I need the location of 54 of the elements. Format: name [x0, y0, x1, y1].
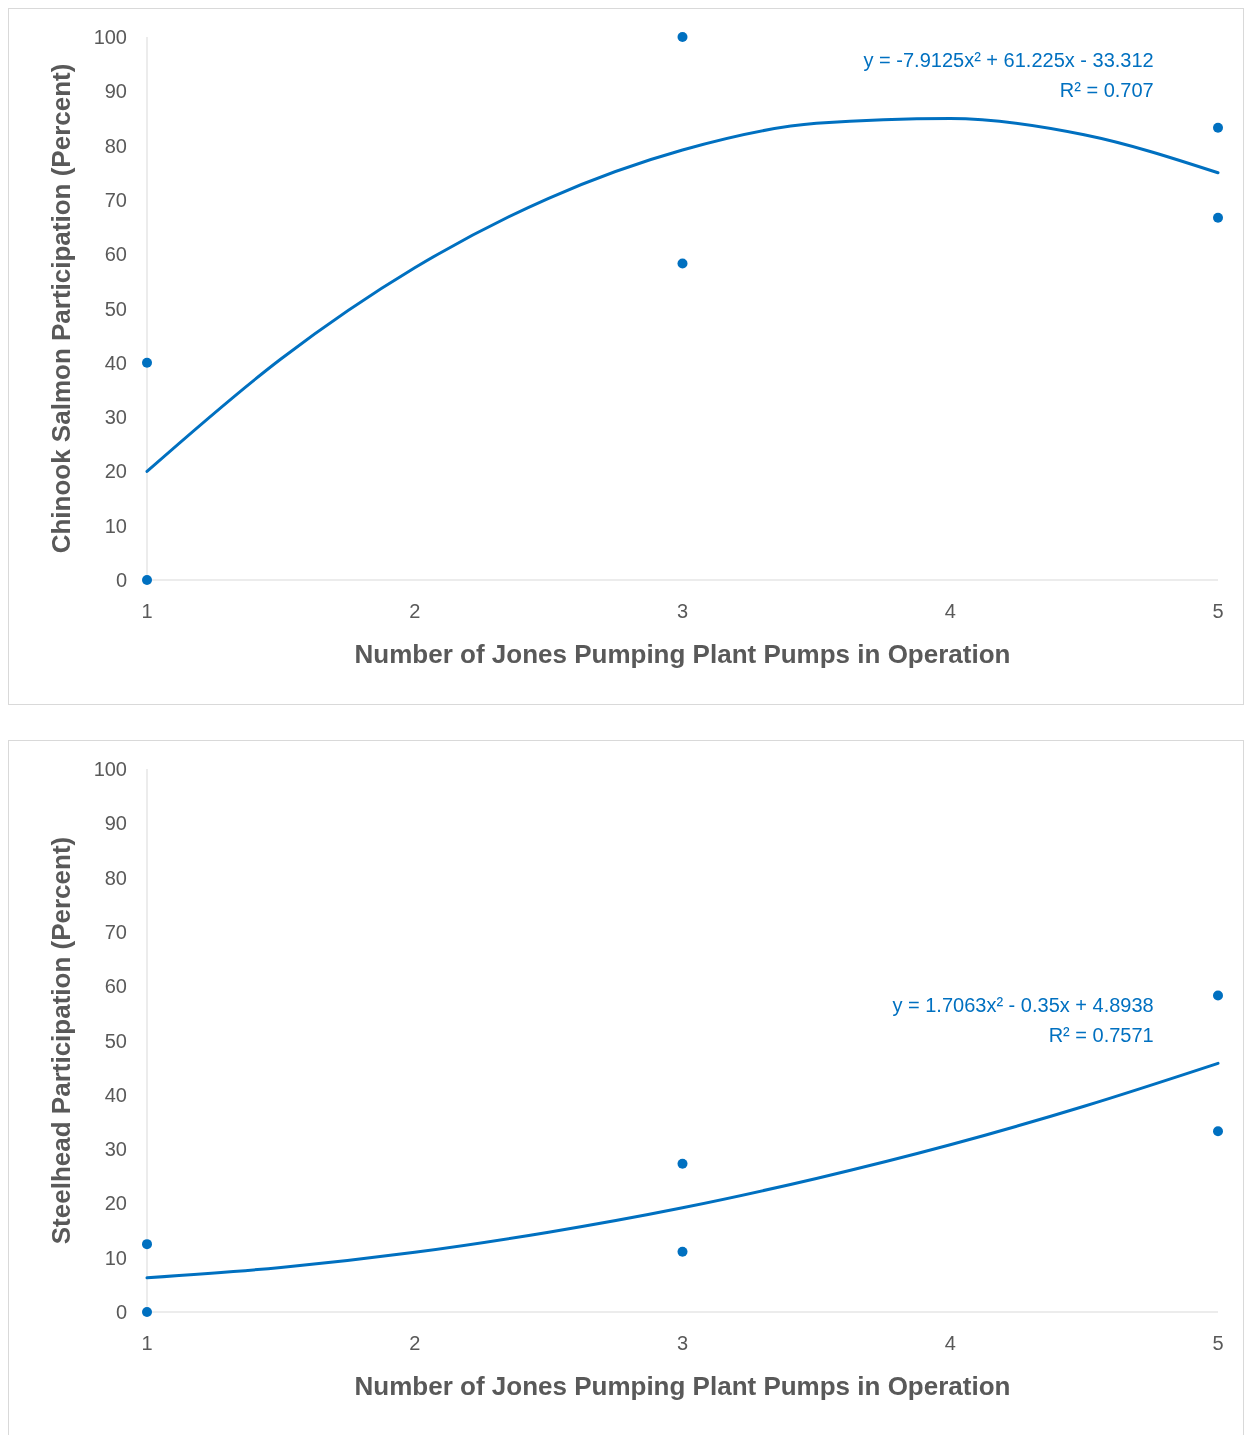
y-tick-label: 60 [104, 243, 127, 266]
point [677, 258, 688, 269]
x-tick-label: 5 [1212, 600, 1224, 622]
y-tick-label: 0 [115, 1301, 127, 1323]
y-tick-label: 20 [104, 460, 127, 483]
y-tick-label: 50 [104, 1029, 127, 1052]
point [1213, 990, 1223, 1001]
point [1213, 1126, 1223, 1137]
y-tick-label: 50 [104, 297, 127, 320]
x-tick-label: 3 [676, 1332, 689, 1354]
point [142, 575, 152, 585]
y-tick-label: 10 [104, 1246, 127, 1269]
x-tick-label: 4 [944, 600, 956, 622]
line-series [145, 1061, 1220, 1280]
y-tick-label: 30 [104, 406, 127, 429]
x-tick-label: 3 [676, 600, 689, 622]
y-axis-title: Steelhead Participation (Percent) [46, 836, 76, 1245]
y-tick-label: 100 [93, 26, 127, 48]
y-tick-label: 30 [104, 1138, 127, 1161]
point [142, 1239, 152, 1250]
x-axis-title: Number of Jones Pumping Plant Pumps in Operation [354, 639, 1011, 669]
x-axis-title: Number of Jones Pumping Plant Pumps in Operation [354, 1371, 1011, 1401]
point [1213, 212, 1223, 223]
point [677, 1246, 688, 1257]
x-tick-label: 5 [1212, 1332, 1224, 1354]
y-axis-title: Chinook Salmon Participation (Percent) [46, 63, 76, 554]
y-tick-label: 90 [104, 812, 127, 835]
y-tick-label: 40 [104, 351, 127, 374]
point [142, 1307, 152, 1317]
y-tick-label: 20 [104, 1192, 127, 1215]
annotation: y = -7.9125x² + 61.225x - 33.312 [863, 48, 1154, 71]
x-tick-label: 4 [944, 1332, 956, 1354]
x-tick-label: 2 [409, 1332, 421, 1354]
annotation: R² = 0.707 [1059, 78, 1154, 101]
point [677, 32, 688, 42]
annotation: y = 1.7063x² - 0.35x + 4.8938 [892, 993, 1154, 1016]
line-series [145, 116, 1220, 473]
point [677, 1158, 688, 1169]
point [142, 357, 152, 368]
y-tick-label: 80 [104, 134, 127, 157]
y-tick-label: 0 [115, 569, 127, 591]
y-tick-label: 10 [104, 514, 127, 537]
point [1213, 122, 1223, 133]
y-tick-label: 70 [104, 188, 127, 211]
x-tick-label: 1 [141, 1332, 153, 1354]
y-tick-label: 70 [104, 920, 127, 943]
y-tick-label: 40 [104, 1083, 127, 1106]
y-tick-label: 60 [104, 975, 127, 998]
annotation: R² = 0.7571 [1048, 1023, 1154, 1046]
x-tick-label: 1 [141, 600, 153, 622]
x-tick-label: 2 [409, 600, 421, 622]
y-tick-label: 100 [93, 758, 127, 780]
y-tick-label: 90 [104, 80, 127, 103]
y-tick-label: 80 [104, 866, 127, 889]
